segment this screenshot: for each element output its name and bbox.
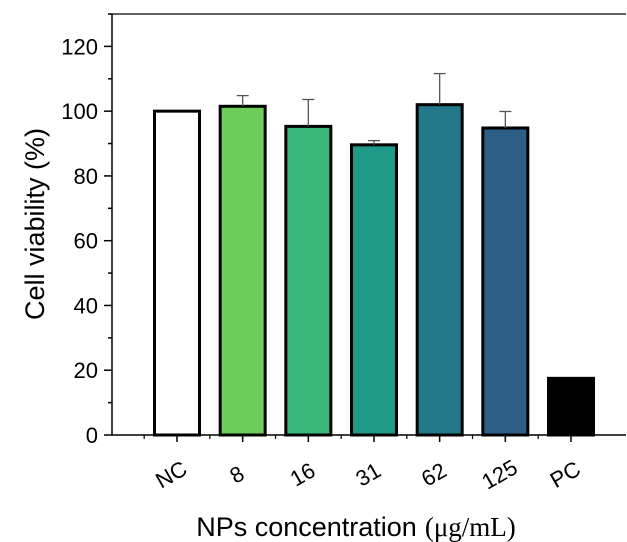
bar-31 [350,143,398,437]
y-tick-label-0: 0 [86,423,98,448]
x-tick-label-62: 62 [417,458,451,492]
bar-pc [547,376,595,437]
x-axis-unit: (μg/mL) [425,512,516,542]
y-tick-label-60: 60 [74,229,98,254]
y-tick-label-100: 100 [61,99,98,124]
x-tick-label-pc: PC [546,456,585,493]
bar-125 [481,126,530,437]
y-axis-title: Cell viability (%) [20,128,50,320]
bar-16 [284,124,333,437]
x-tick-label-31: 31 [351,458,385,492]
error-bars [236,72,512,145]
y-tick-label-40: 40 [74,293,98,318]
x-tick-label-8: 8 [225,461,248,489]
x-tick-label-nc: NC [151,456,191,494]
bar-62 [415,103,464,437]
bars [153,103,595,437]
x-axis-title: NPs concentration (μg/mL) [196,512,516,542]
y-tick-label-80: 80 [74,164,98,189]
axes [104,13,626,442]
y-tick-label-20: 20 [74,358,98,383]
y-tick-label-120: 120 [61,34,98,59]
x-tick-label-16: 16 [286,458,320,492]
bar-8 [218,104,267,437]
x-axis-title-text: NPs concentration [196,512,417,542]
bar-nc [153,109,201,437]
x-tick-label-125: 125 [477,454,521,494]
